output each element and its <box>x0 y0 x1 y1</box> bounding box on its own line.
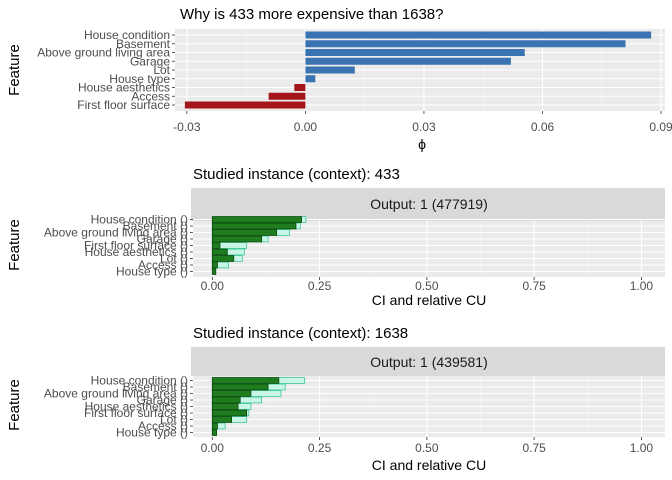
facet-strip-label: Output: 1 (477919) <box>370 196 488 212</box>
y-tick-label: House type <box>109 72 170 86</box>
bar-cu <box>211 416 233 423</box>
bar-cu <box>211 268 217 275</box>
y-tick-label: Basement <box>116 37 171 51</box>
chart-title: Why is 433 more expensive than 1638? <box>180 6 444 23</box>
bar-cu <box>211 255 235 262</box>
bar <box>305 66 355 74</box>
bar-cu <box>211 216 302 223</box>
x-tick-label: 0.75 <box>522 279 546 293</box>
facet-strip <box>191 188 665 221</box>
x-tick-label: 0.06 <box>531 120 555 134</box>
chart-title: Studied instance (context): 433 <box>193 166 400 183</box>
x-tick-label: 0.00 <box>201 279 225 293</box>
y-tick-label: Lot () <box>160 413 188 427</box>
y-tick-label: Garage () <box>137 393 188 407</box>
y-tick-label: Lot <box>153 63 170 77</box>
bar-cu <box>211 248 228 256</box>
y-tick-label: Access () <box>138 258 188 272</box>
facet-strip-label: Output: 1 (439581) <box>370 354 488 370</box>
bar <box>305 49 525 56</box>
y-axis-label: Feature <box>6 379 23 431</box>
x-axis-label: CI and relative CU <box>372 292 486 308</box>
x-tick-label: 0.09 <box>649 120 672 134</box>
y-tick-label: House aesthetics <box>78 81 170 95</box>
y-axis-label: Feature <box>6 219 23 271</box>
y-tick-label: Garage () <box>137 232 188 246</box>
bar-cu <box>211 403 239 410</box>
x-tick-label: 0.25 <box>308 279 332 293</box>
y-tick-label: Access () <box>138 419 188 433</box>
chart-panel-instance-1638: House condition ()Basement ()Above groun… <box>6 325 665 473</box>
facet-strip <box>191 347 665 376</box>
bar-cu <box>211 222 297 230</box>
bar <box>305 31 652 39</box>
y-tick-label: Basement () <box>123 219 188 233</box>
y-tick-label: House condition () <box>91 374 188 388</box>
bar <box>294 84 306 91</box>
x-tick-label: -0.03 <box>173 120 201 134</box>
bar <box>184 101 306 109</box>
x-tick-label: 0.00 <box>201 441 225 455</box>
y-tick-label: Garage <box>130 54 170 68</box>
y-tick-label: Access <box>131 89 170 103</box>
y-tick-label: Basement () <box>123 380 188 394</box>
chart-panel-instance-433: House condition ()Basement ()Above groun… <box>6 166 665 308</box>
bar <box>305 57 511 65</box>
x-tick-label: 0.25 <box>308 441 332 455</box>
y-tick-label: House type () <box>116 426 188 440</box>
y-tick-label: House type () <box>116 265 188 279</box>
bar <box>268 92 306 100</box>
bar-cu <box>211 235 263 243</box>
y-tick-label: Above ground living area () <box>44 387 188 401</box>
x-tick-label: 0.03 <box>412 120 436 134</box>
x-tick-label: 0.75 <box>522 441 546 455</box>
bar-cu <box>211 261 218 269</box>
y-tick-label: House aesthetics () <box>85 400 188 414</box>
bar-cu <box>211 422 218 430</box>
y-axis-label: Feature <box>6 44 23 96</box>
bar-cu <box>211 229 278 236</box>
x-tick-label: 1.00 <box>630 279 654 293</box>
y-tick-label: First floor surface () <box>84 406 188 420</box>
y-tick-label: House condition <box>84 28 170 42</box>
x-tick-label: 0.50 <box>415 441 439 455</box>
x-tick-label: 0.00 <box>294 120 318 134</box>
chart-title: Studied instance (context): 1638 <box>193 325 408 342</box>
y-tick-label: House condition () <box>91 213 188 227</box>
y-tick-label: House aesthetics () <box>85 245 188 259</box>
y-tick-label: First floor surface <box>77 98 170 112</box>
x-tick-label: 1.00 <box>630 441 654 455</box>
y-tick-label: Above ground living area () <box>44 226 188 240</box>
y-tick-label: Above ground living area <box>37 46 170 60</box>
x-axis-label: CI and relative CU <box>372 457 486 473</box>
bar-cu <box>211 429 218 436</box>
y-tick-label: Lot () <box>160 252 188 266</box>
bar-cu <box>211 383 269 391</box>
y-tick-label: First floor surface () <box>84 239 188 253</box>
bar-cu <box>211 390 252 397</box>
bar-cu <box>211 242 221 249</box>
bar-cu <box>211 396 241 404</box>
x-axis-label: ϕ <box>418 136 426 152</box>
bar <box>305 40 626 48</box>
bar-cu <box>211 377 280 384</box>
bar <box>305 75 316 83</box>
bar-cu <box>211 409 248 417</box>
x-tick-label: 0.50 <box>415 279 439 293</box>
